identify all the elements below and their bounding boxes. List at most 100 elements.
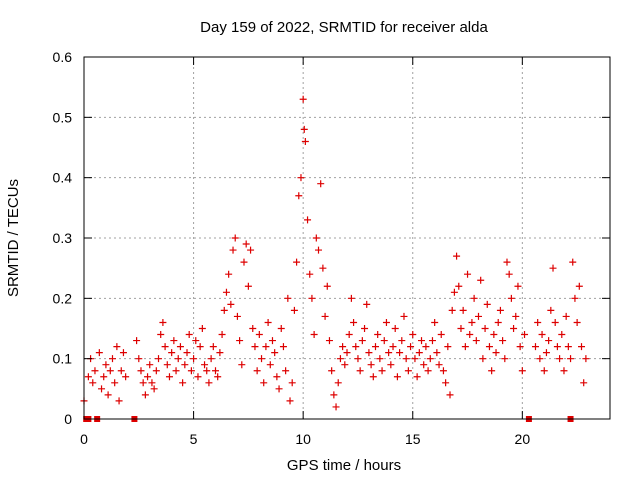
data-point	[446, 391, 454, 399]
data-point	[551, 318, 559, 326]
data-point	[89, 379, 97, 387]
data-point	[231, 234, 239, 242]
data-point	[229, 246, 237, 254]
data-point	[330, 391, 338, 399]
data-point	[391, 325, 399, 332]
data-point	[450, 288, 458, 296]
data-point	[301, 137, 309, 145]
x-axis-label: GPS time / hours	[287, 457, 401, 474]
data-point	[108, 355, 116, 363]
data-point	[220, 306, 228, 314]
data-point	[567, 355, 575, 363]
data-point	[389, 343, 397, 351]
data-point	[300, 125, 308, 133]
data-point	[393, 373, 401, 381]
data-point	[227, 300, 235, 308]
x-tick-label: 15	[405, 431, 421, 447]
data-point	[286, 397, 294, 405]
data-point	[575, 282, 583, 290]
data-point	[122, 373, 130, 381]
data-point	[477, 276, 485, 284]
data-point	[569, 258, 577, 266]
data-point	[376, 355, 384, 363]
data-point	[297, 174, 305, 182]
data-point	[133, 337, 141, 345]
data-point	[461, 343, 469, 351]
data-point	[233, 312, 241, 320]
data-point	[203, 367, 211, 375]
data-point	[514, 282, 522, 290]
data-point	[212, 367, 219, 375]
data-point	[398, 337, 406, 345]
data-point	[531, 343, 539, 351]
data-point	[319, 264, 327, 272]
data-point	[361, 325, 369, 332]
chart-title: Day 159 of 2022, SRMTID for receiver ald…	[200, 19, 488, 36]
data-point	[468, 318, 476, 326]
data-point	[225, 270, 233, 278]
data-point	[411, 355, 419, 363]
data-point	[354, 355, 362, 363]
data-point	[553, 343, 561, 351]
data-point	[325, 337, 333, 345]
data-points	[80, 95, 590, 422]
data-point	[339, 343, 347, 351]
data-point	[540, 367, 548, 375]
data-point	[238, 361, 246, 369]
x-tick-label: 20	[515, 431, 531, 447]
data-point	[176, 343, 184, 351]
data-point	[288, 379, 296, 387]
data-point	[290, 306, 298, 314]
data-point	[367, 361, 375, 369]
data-point	[310, 331, 318, 339]
data-point	[512, 312, 520, 320]
y-tick-label: 0.3	[53, 230, 73, 246]
data-point	[428, 337, 436, 345]
data-point	[284, 294, 292, 302]
data-point	[258, 355, 266, 363]
data-point	[135, 355, 143, 363]
data-point	[293, 258, 301, 266]
data-point	[100, 373, 108, 381]
data-point	[499, 337, 507, 345]
x-tick-label: 0	[80, 431, 88, 447]
data-point	[538, 331, 546, 339]
data-point	[332, 403, 340, 411]
data-point	[371, 343, 379, 351]
data-point	[494, 318, 502, 326]
data-point	[150, 385, 158, 393]
data-point	[547, 306, 555, 314]
data-point	[240, 258, 248, 266]
data-point	[356, 367, 364, 375]
data-point	[113, 343, 121, 351]
x-tick-labels: 0 5 10 15 20	[80, 431, 530, 447]
data-point	[582, 355, 590, 363]
data-point	[172, 367, 180, 375]
data-point	[556, 355, 564, 363]
data-point	[117, 367, 125, 375]
data-point	[343, 349, 351, 357]
data-point	[249, 325, 257, 332]
data-point	[435, 361, 443, 369]
data-point	[516, 343, 524, 351]
data-point	[472, 337, 480, 345]
data-point	[479, 355, 487, 363]
data-point	[106, 367, 114, 375]
data-point	[345, 331, 353, 339]
data-point	[253, 367, 261, 375]
data-point	[308, 294, 316, 302]
data-point	[558, 331, 566, 339]
data-point	[422, 343, 430, 351]
data-point	[282, 367, 290, 375]
data-point	[194, 373, 202, 381]
data-point	[501, 355, 509, 363]
data-point	[396, 349, 404, 357]
data-point	[170, 337, 178, 345]
data-point	[407, 343, 415, 351]
data-point	[95, 349, 103, 357]
data-point	[363, 300, 371, 308]
data-point	[374, 331, 382, 339]
data-point	[448, 306, 456, 314]
data-point	[295, 192, 303, 200]
